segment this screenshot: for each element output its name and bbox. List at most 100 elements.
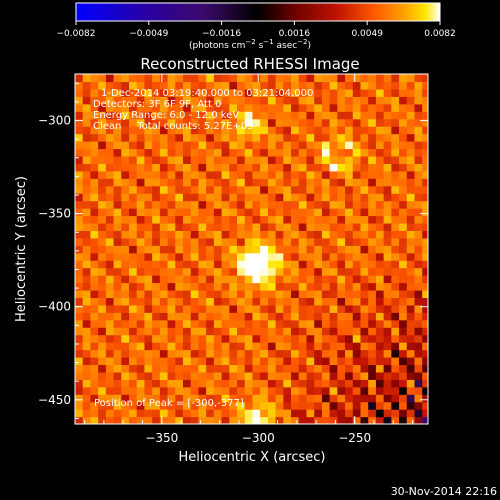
heatmap-pixel	[260, 193, 269, 202]
heatmap-pixel	[206, 103, 215, 112]
heatmap-pixel	[167, 155, 176, 164]
heatmap-pixel	[422, 386, 428, 395]
heatmap-pixel	[167, 222, 176, 231]
heatmap-pixel	[129, 304, 138, 313]
heatmap-pixel	[237, 252, 246, 261]
heatmap-pixel	[368, 215, 377, 224]
heatmap-pixel	[352, 222, 362, 231]
heatmap-pixel	[352, 215, 362, 224]
heatmap-pixel	[267, 215, 277, 224]
heatmap-pixel	[237, 386, 246, 395]
heatmap-pixel	[206, 409, 215, 418]
heatmap-pixel	[368, 133, 377, 142]
heatmap-pixel	[152, 163, 161, 172]
heatmap-pixel	[260, 371, 269, 380]
heatmap-pixel	[136, 252, 146, 261]
heatmap-pixel	[321, 297, 331, 306]
heatmap-pixel	[175, 133, 184, 142]
heatmap-pixel	[190, 282, 200, 291]
heatmap-pixel	[82, 312, 92, 321]
heatmap-pixel	[368, 141, 377, 150]
heatmap-pixel	[321, 118, 331, 127]
heatmap-pixel	[329, 222, 338, 231]
heatmap-pixel	[129, 386, 138, 395]
heatmap-pixel	[283, 155, 292, 164]
heatmap-pixel	[275, 74, 284, 83]
heatmap-pixel	[306, 356, 315, 366]
heatmap-pixel	[352, 81, 362, 90]
heatmap-pixel	[206, 193, 215, 202]
heatmap-pixel	[144, 297, 153, 306]
heatmap-pixel	[260, 237, 269, 246]
heatmap-pixel	[252, 379, 261, 388]
heatmap-pixel	[329, 252, 338, 261]
heatmap-pixel	[105, 371, 115, 380]
heatmap-pixel	[391, 401, 400, 410]
heatmap-pixel	[352, 148, 362, 157]
heatmap-pixel	[368, 148, 377, 157]
heatmap-pixel	[275, 215, 284, 224]
heatmap-pixel	[337, 282, 346, 291]
heatmap-pixel	[237, 275, 246, 284]
heatmap-pixel	[213, 356, 223, 366]
heatmap-pixel	[329, 275, 338, 284]
heatmap-pixel	[252, 118, 261, 127]
heatmap-pixel	[314, 319, 323, 328]
heatmap-pixel	[175, 356, 184, 366]
heatmap-pixel	[260, 282, 269, 291]
heatmap-pixel	[337, 148, 346, 157]
heatmap-pixel	[152, 334, 161, 343]
heatmap-pixel	[306, 155, 315, 164]
heatmap-pixel	[360, 237, 369, 246]
heatmap-pixel	[306, 141, 315, 150]
heatmap-pixel	[237, 230, 246, 239]
heatmap-pixel	[406, 371, 416, 380]
heatmap-pixel	[82, 155, 92, 164]
heatmap-pixel	[213, 371, 223, 380]
heatmap-pixel	[159, 379, 169, 388]
heatmap-pixel	[190, 237, 200, 246]
heatmap-pixel	[129, 252, 138, 261]
heatmap-pixel	[391, 312, 400, 321]
heatmap-pixel	[105, 260, 115, 269]
heatmap-pixel	[167, 245, 176, 254]
heatmap-pixel	[75, 312, 84, 321]
heatmap-pixel	[314, 230, 323, 239]
heatmap-pixel	[229, 342, 238, 351]
heatmap-pixel	[213, 178, 223, 187]
heatmap-pixel	[213, 96, 223, 105]
heatmap-pixel	[175, 289, 184, 299]
heatmap-pixel	[237, 297, 246, 306]
x-axis-label: Heliocentric X (arcsec)	[179, 450, 326, 465]
heatmap-pixel	[98, 245, 107, 254]
heatmap-pixel	[136, 200, 146, 209]
heatmap-pixel	[229, 111, 238, 120]
heatmap-pixel	[368, 208, 377, 217]
heatmap-pixel	[98, 88, 107, 97]
heatmap-pixel	[360, 401, 369, 410]
heatmap-pixel	[337, 267, 346, 276]
heatmap-pixel	[368, 342, 377, 351]
heatmap-pixel	[167, 334, 176, 343]
heatmap-pixel	[183, 74, 192, 83]
heatmap-pixel	[206, 312, 215, 321]
heatmap-pixel	[383, 185, 392, 194]
heatmap-pixel	[237, 126, 246, 135]
heatmap-pixel	[291, 118, 300, 127]
heatmap-pixel	[136, 289, 146, 299]
heatmap-pixel	[159, 312, 169, 321]
heatmap-pixel	[399, 222, 408, 231]
heatmap-pixel	[406, 193, 416, 202]
heatmap-pixel	[90, 342, 99, 351]
heatmap-pixel	[329, 141, 338, 150]
heatmap-pixel	[136, 334, 146, 343]
heatmap-pixel	[283, 275, 292, 284]
heatmap-pixel	[352, 111, 362, 120]
heatmap-pixel	[183, 141, 192, 150]
heatmap-pixel	[314, 126, 323, 135]
heatmap-pixel	[144, 349, 153, 358]
heatmap-pixel	[414, 215, 423, 224]
heatmap-pixel	[167, 81, 176, 90]
heatmap-pixel	[321, 252, 331, 261]
heatmap-pixel	[183, 401, 192, 410]
